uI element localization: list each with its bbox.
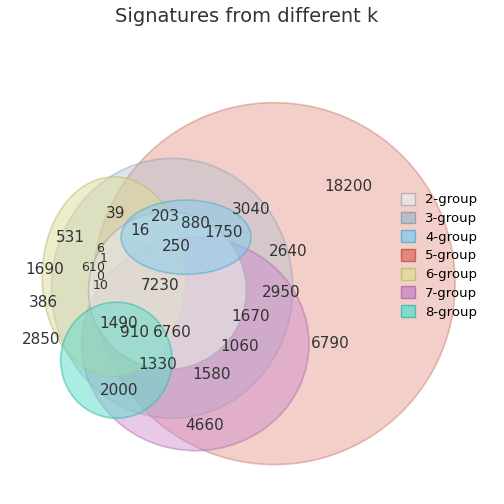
Text: 18200: 18200 xyxy=(325,179,372,194)
Text: 1: 1 xyxy=(100,251,108,265)
Title: Signatures from different k: Signatures from different k xyxy=(115,7,378,26)
Text: 2950: 2950 xyxy=(262,285,300,300)
Text: 1690: 1690 xyxy=(25,262,64,277)
Ellipse shape xyxy=(51,158,293,418)
Text: 0: 0 xyxy=(96,261,104,274)
Text: 1490: 1490 xyxy=(99,316,138,331)
Text: 2000: 2000 xyxy=(99,383,138,398)
Text: 531: 531 xyxy=(55,230,85,245)
Text: 16: 16 xyxy=(130,223,149,238)
Text: 7230: 7230 xyxy=(141,278,180,293)
Text: 1060: 1060 xyxy=(220,339,259,354)
Ellipse shape xyxy=(60,302,172,418)
Ellipse shape xyxy=(121,200,251,274)
Text: 6760: 6760 xyxy=(153,325,192,340)
Text: 910: 910 xyxy=(120,325,150,340)
Legend: 2-group, 3-group, 4-group, 5-group, 6-group, 7-group, 8-group: 2-group, 3-group, 4-group, 5-group, 6-gr… xyxy=(401,193,477,319)
Ellipse shape xyxy=(89,212,246,369)
Ellipse shape xyxy=(82,237,309,451)
Text: 880: 880 xyxy=(181,216,210,231)
Text: 0: 0 xyxy=(96,270,104,283)
Text: 250: 250 xyxy=(162,239,191,254)
Text: 2640: 2640 xyxy=(269,243,307,259)
Text: 61: 61 xyxy=(82,261,97,274)
Text: 1580: 1580 xyxy=(192,366,231,382)
Text: 6: 6 xyxy=(96,242,104,256)
Text: 386: 386 xyxy=(29,295,57,309)
Text: 10: 10 xyxy=(92,279,108,292)
Text: 2850: 2850 xyxy=(22,332,60,347)
Text: 1750: 1750 xyxy=(204,225,242,240)
Text: 4660: 4660 xyxy=(185,418,224,432)
Text: 1670: 1670 xyxy=(232,308,270,324)
Text: 39: 39 xyxy=(106,206,125,221)
Text: 1330: 1330 xyxy=(139,357,177,372)
Ellipse shape xyxy=(42,177,186,376)
Text: 3040: 3040 xyxy=(232,202,270,217)
Text: 6790: 6790 xyxy=(310,337,349,351)
Ellipse shape xyxy=(93,103,455,465)
Text: 203: 203 xyxy=(151,209,179,224)
